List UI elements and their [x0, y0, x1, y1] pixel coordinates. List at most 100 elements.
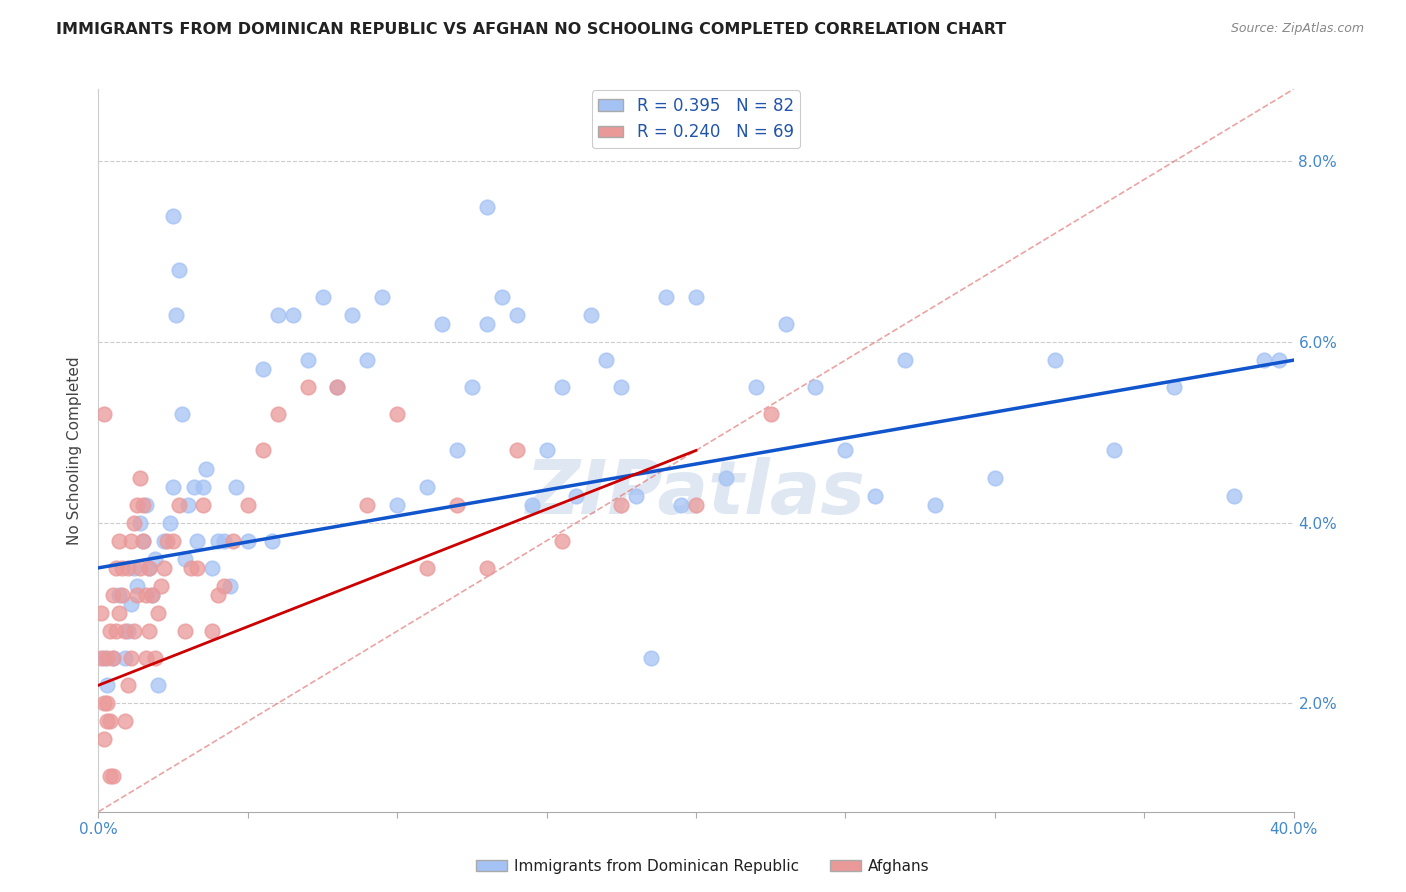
Point [506, 443, 529, 458]
Point [236, 533, 259, 548]
Point [132, 498, 155, 512]
Point [326, 380, 349, 394]
Point [124, 624, 146, 639]
Point [135, 498, 157, 512]
Point [153, 561, 176, 575]
Point [124, 516, 146, 530]
Point [93, 407, 115, 421]
Point [191, 498, 214, 512]
Point [117, 624, 139, 639]
Point [143, 551, 166, 566]
Point [127, 588, 149, 602]
Point [186, 533, 208, 548]
Point [98, 769, 122, 783]
Point [135, 588, 157, 602]
Point [326, 380, 349, 394]
Point [924, 498, 946, 512]
Point [267, 407, 290, 421]
Point [446, 443, 468, 458]
Point [207, 588, 229, 602]
Point [267, 308, 290, 322]
Point [172, 407, 194, 421]
Point [1043, 353, 1066, 368]
Text: Source: ZipAtlas.com: Source: ZipAtlas.com [1230, 22, 1364, 36]
Point [356, 353, 378, 368]
Point [177, 498, 200, 512]
Point [626, 489, 648, 503]
Point [1267, 353, 1289, 368]
Point [132, 533, 155, 548]
Point [105, 624, 128, 639]
Point [581, 308, 603, 322]
Point [117, 561, 139, 575]
Point [120, 597, 142, 611]
Point [191, 480, 214, 494]
Point [167, 498, 190, 512]
Point [520, 498, 543, 512]
Text: IMMIGRANTS FROM DOMINICAN REPUBLIC VS AFGHAN NO SCHOOLING COMPLETED CORRELATION : IMMIGRANTS FROM DOMINICAN REPUBLIC VS AF… [56, 22, 1007, 37]
Point [385, 498, 409, 512]
Point [775, 317, 797, 331]
Point [565, 489, 588, 503]
Point [96, 678, 118, 692]
Point [685, 498, 707, 512]
Point [1104, 443, 1126, 458]
Point [135, 651, 157, 665]
Point [640, 651, 662, 665]
Point [93, 732, 115, 747]
Point [222, 533, 245, 548]
Point [984, 470, 1007, 484]
Point [371, 290, 394, 304]
Point [180, 561, 202, 575]
Point [148, 606, 170, 620]
Point [475, 561, 498, 575]
Point [281, 308, 304, 322]
Point [90, 606, 112, 620]
Point [225, 480, 247, 494]
Point [212, 533, 235, 548]
Point [103, 588, 125, 602]
Y-axis label: No Schooling Completed: No Schooling Completed [67, 356, 83, 545]
Point [416, 561, 439, 575]
Point [127, 579, 149, 593]
Point [138, 624, 160, 639]
Point [550, 533, 572, 548]
Point [96, 651, 118, 665]
Point [1163, 380, 1185, 394]
Point [141, 588, 163, 602]
Point [93, 696, 115, 710]
Point [475, 317, 498, 331]
Point [252, 443, 274, 458]
Point [610, 498, 633, 512]
Point [174, 624, 197, 639]
Point [550, 380, 572, 394]
Point [685, 290, 707, 304]
Point [138, 561, 160, 575]
Point [416, 480, 439, 494]
Point [129, 561, 152, 575]
Point [834, 443, 856, 458]
Point [745, 380, 768, 394]
Point [595, 353, 617, 368]
Point [114, 651, 136, 665]
Point [506, 308, 529, 322]
Point [342, 308, 364, 322]
Point [111, 561, 134, 575]
Point [260, 533, 283, 548]
Point [714, 470, 737, 484]
Point [461, 380, 484, 394]
Point [186, 561, 208, 575]
Point [141, 588, 163, 602]
Point [143, 651, 166, 665]
Point [174, 551, 197, 566]
Point [536, 443, 558, 458]
Point [90, 651, 112, 665]
Point [1223, 489, 1246, 503]
Point [162, 533, 184, 548]
Point [165, 308, 187, 322]
Point [132, 533, 155, 548]
Point [156, 533, 179, 548]
Point [236, 498, 259, 512]
Point [129, 516, 152, 530]
Point [103, 651, 125, 665]
